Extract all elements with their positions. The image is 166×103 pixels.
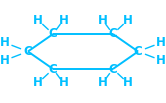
Text: C: C xyxy=(24,45,32,58)
Text: H: H xyxy=(123,76,133,89)
Text: C: C xyxy=(109,28,117,40)
Text: H: H xyxy=(33,14,43,27)
Text: H: H xyxy=(123,14,133,27)
Text: H: H xyxy=(156,54,166,67)
Text: H: H xyxy=(58,76,68,89)
Text: H: H xyxy=(58,14,68,27)
Text: C: C xyxy=(109,63,117,75)
Text: C: C xyxy=(49,28,57,40)
Text: H: H xyxy=(98,14,108,27)
Text: H: H xyxy=(0,54,10,67)
Text: C: C xyxy=(49,63,57,75)
Text: C: C xyxy=(134,45,142,58)
Text: H: H xyxy=(0,36,10,49)
Text: H: H xyxy=(33,76,43,89)
Text: H: H xyxy=(156,36,166,49)
Text: H: H xyxy=(98,76,108,89)
